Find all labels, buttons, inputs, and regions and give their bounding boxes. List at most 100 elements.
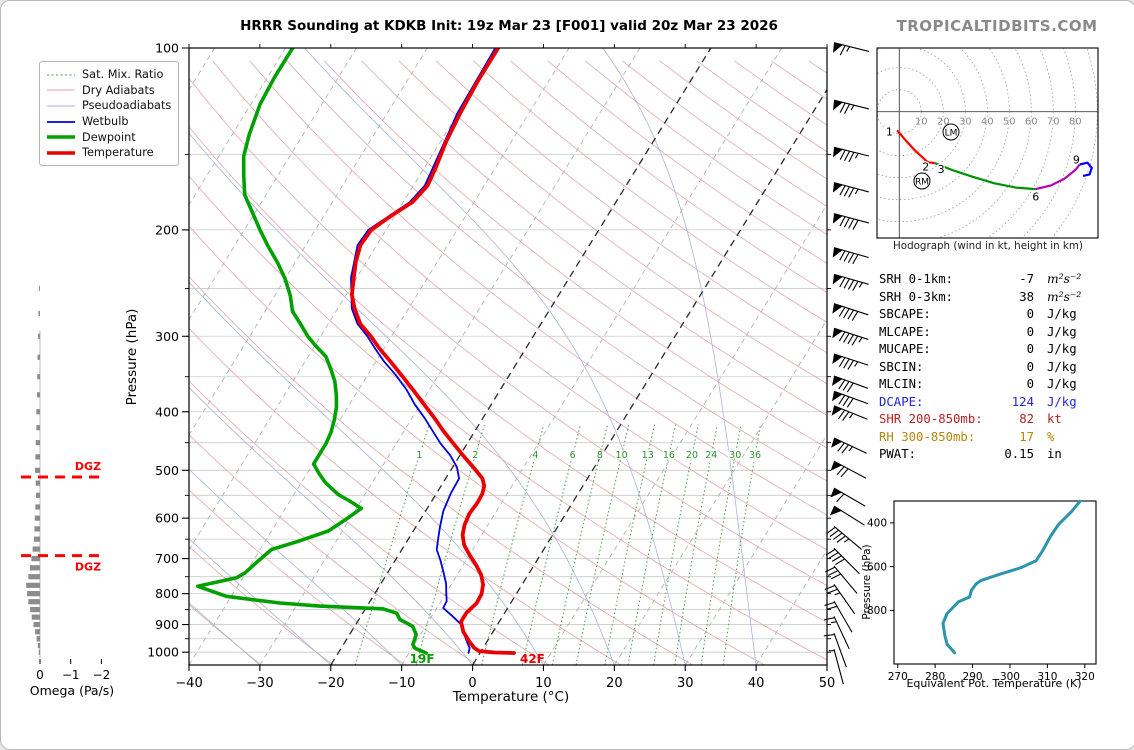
stat-label: MLCAPE: (879, 324, 931, 339)
svg-text:24: 24 (705, 450, 717, 461)
stat-unit: J/kg (1047, 394, 1077, 409)
tropicaltidbits-watermark: TROPICALTIDBITS.COM (896, 17, 1098, 35)
temperature-axis-title: Temperature (°C) (452, 689, 570, 705)
svg-text:36: 36 (749, 450, 761, 461)
pressure-tick-label: 500 (155, 463, 179, 478)
hodograph-height-label: 3 (938, 163, 945, 176)
hodograph-ring-label: 70 (1047, 117, 1060, 128)
stat-unit: J/kg (1047, 307, 1077, 322)
svg-text:8: 8 (597, 450, 603, 461)
stat-label: SRH 0-3km: (879, 289, 954, 304)
dgz-label: DGZ (75, 561, 101, 574)
hodograph-ring-label: 40 (981, 117, 994, 128)
svg-text:4: 4 (532, 450, 538, 461)
temperature-tick-label: 30 (677, 676, 694, 691)
legend-line-sample (47, 74, 75, 76)
mixing-ratio-labels: 1 2 4 6 8 10 13 16 20 24 30 36 (415, 449, 763, 463)
stat-row: DCAPE: 124 J/kg (861, 395, 1134, 413)
pressure-axis-title: Pressure (hPa) (124, 308, 140, 406)
stat-unit: J/kg (1047, 324, 1077, 339)
surface-temp-label: 42F (520, 652, 545, 666)
svg-text:6: 6 (570, 450, 576, 461)
legend-line-sample (47, 150, 75, 155)
stat-unit: J/kg (1047, 359, 1077, 374)
stat-value: 0 (1026, 324, 1034, 339)
pressure-tick-label: 100 (155, 41, 179, 56)
stat-label: SBCIN: (879, 359, 924, 374)
hodograph-height-label: 2 (922, 161, 929, 174)
legend-item-label: Wetbulb (82, 115, 129, 129)
stat-value: 0 (1026, 342, 1034, 357)
legend-item-label: Pseudoadiabats (82, 99, 172, 113)
legend-line-sample (47, 120, 75, 123)
temperature-tick-label: −20 (317, 676, 344, 691)
stat-row: MLCAPE: 0 J/kg (861, 325, 1134, 343)
thetae-x-tick-label: 290 (963, 671, 983, 683)
dewpoint-curve (196, 48, 428, 655)
hodograph: 10 20 30 40 50 60 70 80 1 2 3 6 9 LM RM (877, 48, 1098, 238)
pressure-tick-label: 400 (155, 404, 179, 419)
hodograph-ring-label: 30 (959, 117, 972, 128)
temperature-tick-label: −10 (388, 676, 415, 691)
thetae-x-tick-label: 270 (888, 671, 908, 683)
temperature-curve (350, 48, 516, 655)
stat-value: 82 (1019, 412, 1034, 427)
stat-row: SRH 0-1km: -7 m²s⁻² (861, 272, 1134, 290)
pressure-tick-label: 700 (155, 551, 179, 566)
wetbulb-curve (350, 48, 497, 654)
stat-row: MUCAPE: 0 J/kg (861, 342, 1134, 360)
hodograph-height-label: 9 (1073, 154, 1080, 167)
omega-tick-label: −2 (93, 668, 111, 682)
hodograph-ring-label: 10 (915, 117, 928, 128)
temperature-tick-label: 20 (606, 676, 623, 691)
svg-text:13: 13 (642, 450, 654, 461)
thetae-y-axis-title: Pressure (hPa) (861, 544, 873, 620)
svg-text:2: 2 (472, 450, 478, 461)
stat-unit: m²s⁻² (1047, 272, 1082, 286)
thetae-x-axis-title: Equivalent Pot. Temperature (K) (906, 677, 1082, 690)
thetae-curve (941, 499, 1082, 655)
stat-value: 0 (1026, 377, 1034, 392)
hodograph-height-label: 6 (1032, 190, 1039, 203)
legend: Sat. Mix. Ratio Dry Adiabats Pseudoadiabat… (39, 61, 179, 166)
hodograph-ring-label: 50 (1003, 117, 1016, 128)
legend-item-label: Sat. Mix. Ratio (82, 68, 164, 82)
stat-row: SBCAPE: 0 J/kg (861, 307, 1134, 325)
hodograph-trace-segment (1035, 163, 1081, 191)
thetae-x-tick-label: 300 (1000, 671, 1020, 683)
svg-text:30: 30 (729, 450, 741, 461)
svg-text:10: 10 (616, 450, 628, 461)
stat-value: 38 (1019, 289, 1034, 304)
stat-unit: m²s⁻² (1047, 289, 1082, 304)
pressure-tick-label: 300 (155, 329, 179, 344)
legend-item: Temperature (46, 145, 172, 161)
legend-item-label: Dry Adiabats (82, 83, 155, 97)
stat-label: DCAPE: (879, 394, 924, 409)
dry-adiabats (189, 60, 827, 665)
storm-motion-marker: LM (945, 128, 958, 138)
pressure-tick-label: 800 (155, 586, 179, 601)
legend-line-sample (47, 135, 75, 139)
stat-label: MUCAPE: (879, 342, 931, 357)
stats-panel: SRH 0-1km: -7 m²s⁻² SRH 0-3km: 38 m²s⁻² SBCAPE… (861, 272, 1134, 465)
legend-item: Dewpoint (46, 129, 172, 145)
dgz-label: DGZ (75, 460, 101, 473)
pressure-tick-label: 200 (155, 222, 179, 237)
thetae-y-tick-label: 400 (867, 518, 887, 530)
legend-line-sample (47, 105, 75, 107)
hodograph-frame (876, 47, 1099, 239)
stat-row: PWAT: 0.15 in (861, 447, 1134, 465)
stat-label: RH 300-850mb: (879, 429, 976, 444)
temperature-tick-label: −40 (175, 676, 202, 691)
hodograph-trace-segment (1079, 161, 1093, 177)
legend-item: Pseudoadiabats (46, 98, 172, 114)
stat-row: RH 300-850mb: 17% (861, 430, 1134, 448)
stat-row: SBCIN: 0 J/kg (861, 360, 1134, 378)
pressure-tick-label: 1000 (147, 645, 179, 660)
pressure-tick-label: 600 (155, 511, 179, 526)
temperature-tick-label: 10 (535, 676, 552, 691)
legend-item: Dry Adiabats (46, 83, 172, 99)
omega-panel: 0 −1 −2 (26, 285, 111, 682)
